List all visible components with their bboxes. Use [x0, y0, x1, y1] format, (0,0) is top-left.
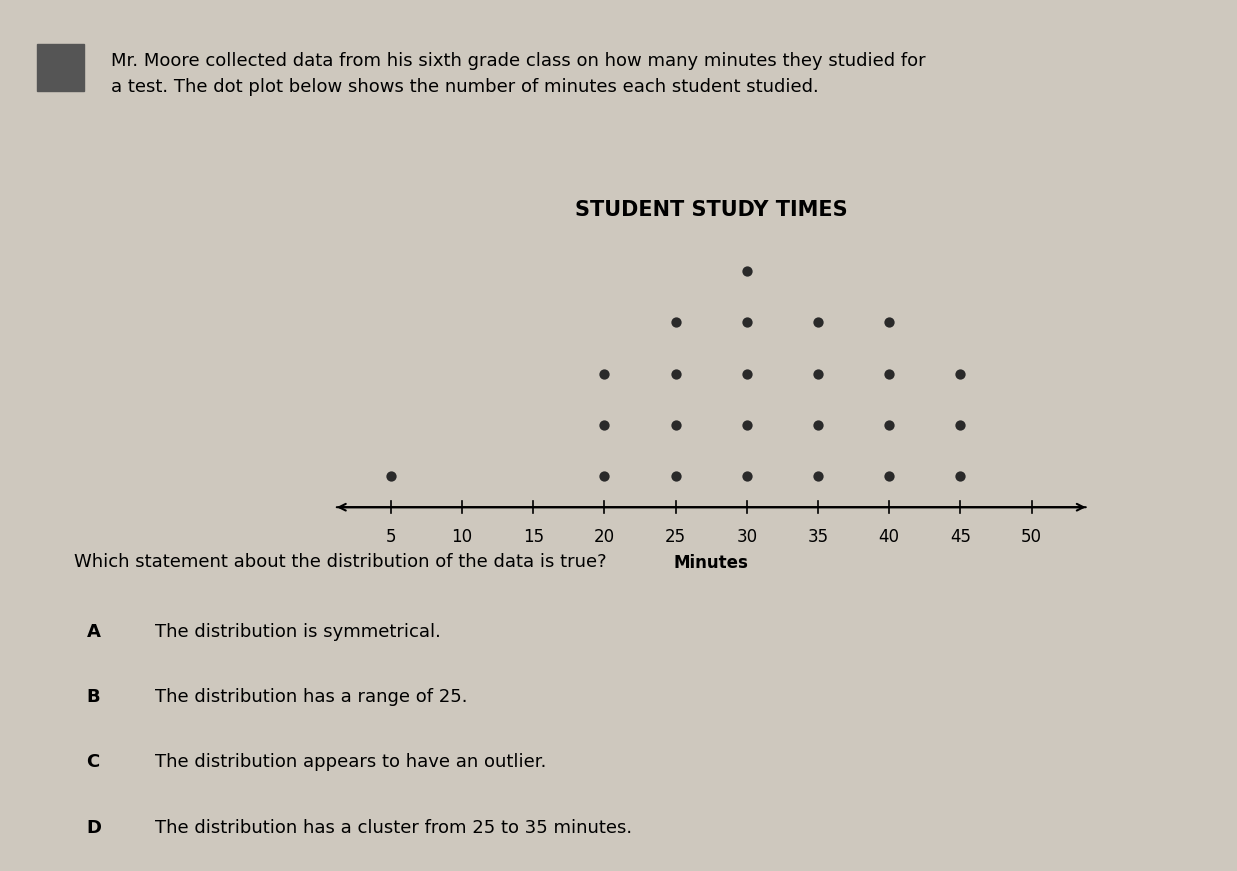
Text: The distribution is symmetrical.: The distribution is symmetrical. — [155, 623, 440, 641]
Point — [737, 418, 757, 432]
Point — [595, 469, 615, 483]
Point — [666, 315, 685, 329]
Point — [666, 367, 685, 381]
Point — [808, 469, 828, 483]
Title: STUDENT STUDY TIMES: STUDENT STUDY TIMES — [575, 199, 847, 219]
Point — [737, 367, 757, 381]
Point — [950, 469, 970, 483]
X-axis label: Minutes: Minutes — [674, 555, 748, 572]
Text: The distribution has a cluster from 25 to 35 minutes.: The distribution has a cluster from 25 t… — [155, 819, 632, 837]
Point — [880, 367, 899, 381]
Text: The distribution has a range of 25.: The distribution has a range of 25. — [155, 688, 468, 706]
Point — [880, 418, 899, 432]
Point — [737, 264, 757, 278]
Point — [737, 469, 757, 483]
Point — [595, 367, 615, 381]
Point — [808, 315, 828, 329]
Text: Which statement about the distribution of the data is true?: Which statement about the distribution o… — [74, 553, 607, 571]
Point — [666, 418, 685, 432]
Text: 7: 7 — [54, 58, 67, 77]
Point — [808, 367, 828, 381]
Point — [950, 367, 970, 381]
Text: B: B — [87, 688, 100, 706]
Point — [666, 469, 685, 483]
Text: The distribution appears to have an outlier.: The distribution appears to have an outl… — [155, 753, 546, 772]
Text: a test. The dot plot below shows the number of minutes each student studied.: a test. The dot plot below shows the num… — [111, 78, 819, 97]
Point — [808, 418, 828, 432]
Text: C: C — [87, 753, 100, 772]
Text: Mr. Moore collected data from his sixth grade class on how many minutes they stu: Mr. Moore collected data from his sixth … — [111, 52, 927, 71]
Text: D: D — [87, 819, 101, 837]
Point — [381, 469, 401, 483]
Point — [737, 315, 757, 329]
Point — [880, 315, 899, 329]
Point — [950, 418, 970, 432]
Text: A: A — [87, 623, 100, 641]
Point — [880, 469, 899, 483]
Point — [595, 418, 615, 432]
